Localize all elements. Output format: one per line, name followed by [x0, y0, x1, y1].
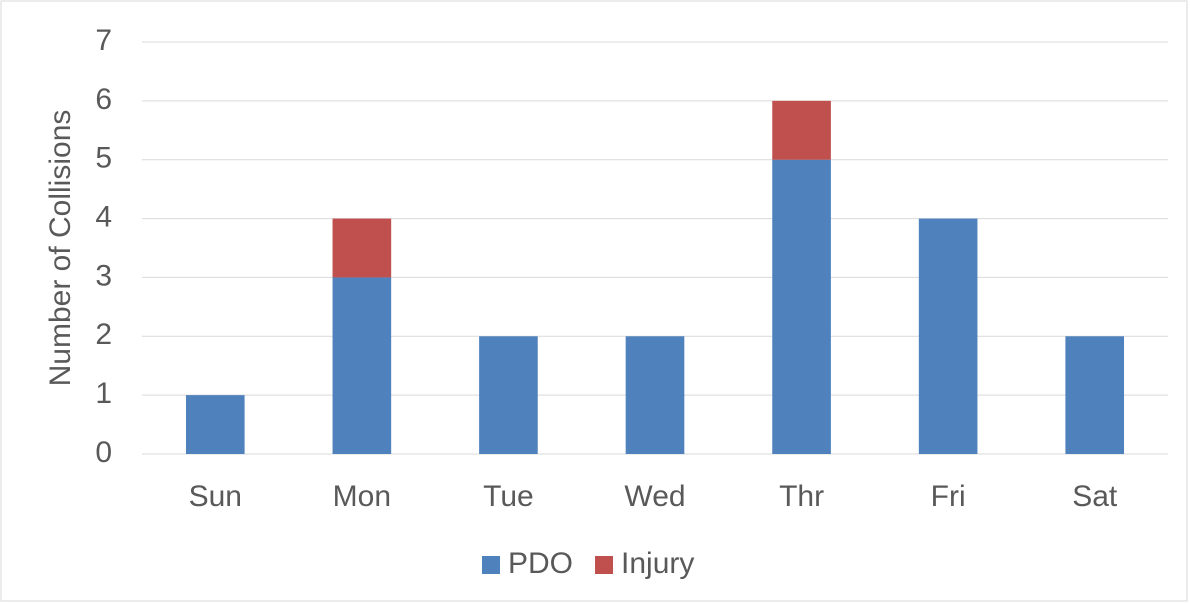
x-tick-label: Tue [483, 480, 534, 513]
legend-swatch [482, 556, 500, 574]
y-tick-label: 0 [95, 436, 112, 469]
x-tick-label: Wed [624, 480, 685, 513]
bar [625, 336, 685, 454]
x-tick-label: Sun [189, 480, 242, 513]
bar [332, 218, 392, 278]
bar [185, 395, 245, 454]
bar [772, 159, 831, 454]
y-tick-label: 1 [95, 377, 112, 410]
y-axis-label: Number of Collisions [44, 110, 77, 387]
y-tick-label: 4 [95, 200, 112, 233]
x-tick-label: Fri [931, 480, 966, 513]
bar [479, 336, 538, 454]
bar [1065, 336, 1125, 454]
bar [772, 100, 831, 160]
x-tick-label: Thr [779, 480, 824, 513]
y-tick-label: 3 [95, 259, 112, 292]
legend-label: PDO [508, 547, 573, 580]
y-tick-label: 6 [95, 83, 112, 116]
bar [918, 218, 978, 454]
legend-label: Injury [621, 547, 694, 580]
y-tick-label: 2 [95, 318, 112, 351]
x-tick-label: Sat [1072, 480, 1118, 513]
y-tick-label: 7 [95, 24, 112, 57]
x-tick-label: Mon [333, 480, 391, 513]
bar [332, 277, 392, 454]
y-tick-label: 5 [95, 142, 112, 175]
legend-swatch [595, 556, 614, 574]
